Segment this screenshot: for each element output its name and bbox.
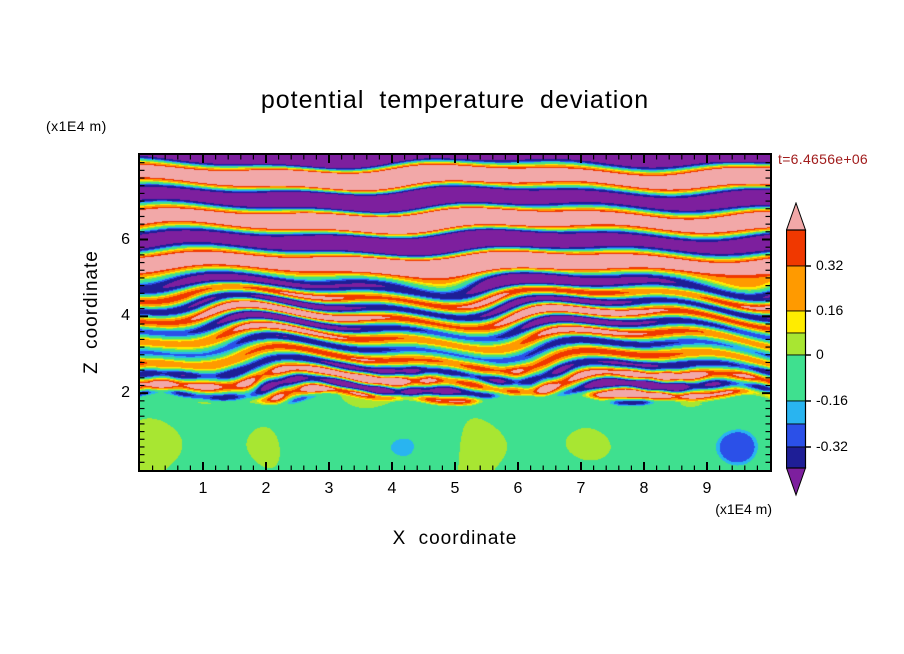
x-tick-label: 7 [576, 480, 586, 497]
colorbar-tick-label: 0.32 [816, 257, 844, 273]
colorbar-graphic [785, 201, 811, 497]
colorbar-tick-label: -0.16 [816, 392, 848, 408]
plot-area [138, 153, 772, 472]
z-tick-label: 6 [121, 230, 130, 248]
x-axis-unit: (x1E4 m) [715, 501, 772, 517]
colorbar-tick-label: 0 [816, 346, 824, 362]
z-axis-unit: (x1E4 m) [46, 118, 107, 134]
colorbar-tick-label: -0.32 [816, 438, 848, 454]
x-tick-label: 2 [261, 480, 271, 497]
z-tick-label: 2 [121, 384, 130, 402]
x-axis-label: X coordinate [392, 528, 518, 549]
x-tick-label: 6 [513, 480, 523, 497]
z-tick-label: 4 [121, 307, 130, 325]
plot-title: potential temperature deviation [260, 86, 650, 114]
contour-field-canvas [140, 155, 770, 470]
x-tick-label: 9 [702, 480, 712, 497]
time-annotation: t=6.4656e+06 [778, 151, 869, 167]
x-tick-label: 1 [198, 480, 208, 497]
x-tick-label: 5 [450, 480, 460, 497]
x-tick-label: 8 [639, 480, 649, 497]
colorbar-tick-label: 0.16 [816, 302, 844, 318]
colorbar: 0.32 0.16 0 -0.16 -0.32 [785, 201, 886, 502]
x-tick-label: 3 [324, 480, 334, 497]
x-tick-label: 4 [387, 480, 397, 497]
